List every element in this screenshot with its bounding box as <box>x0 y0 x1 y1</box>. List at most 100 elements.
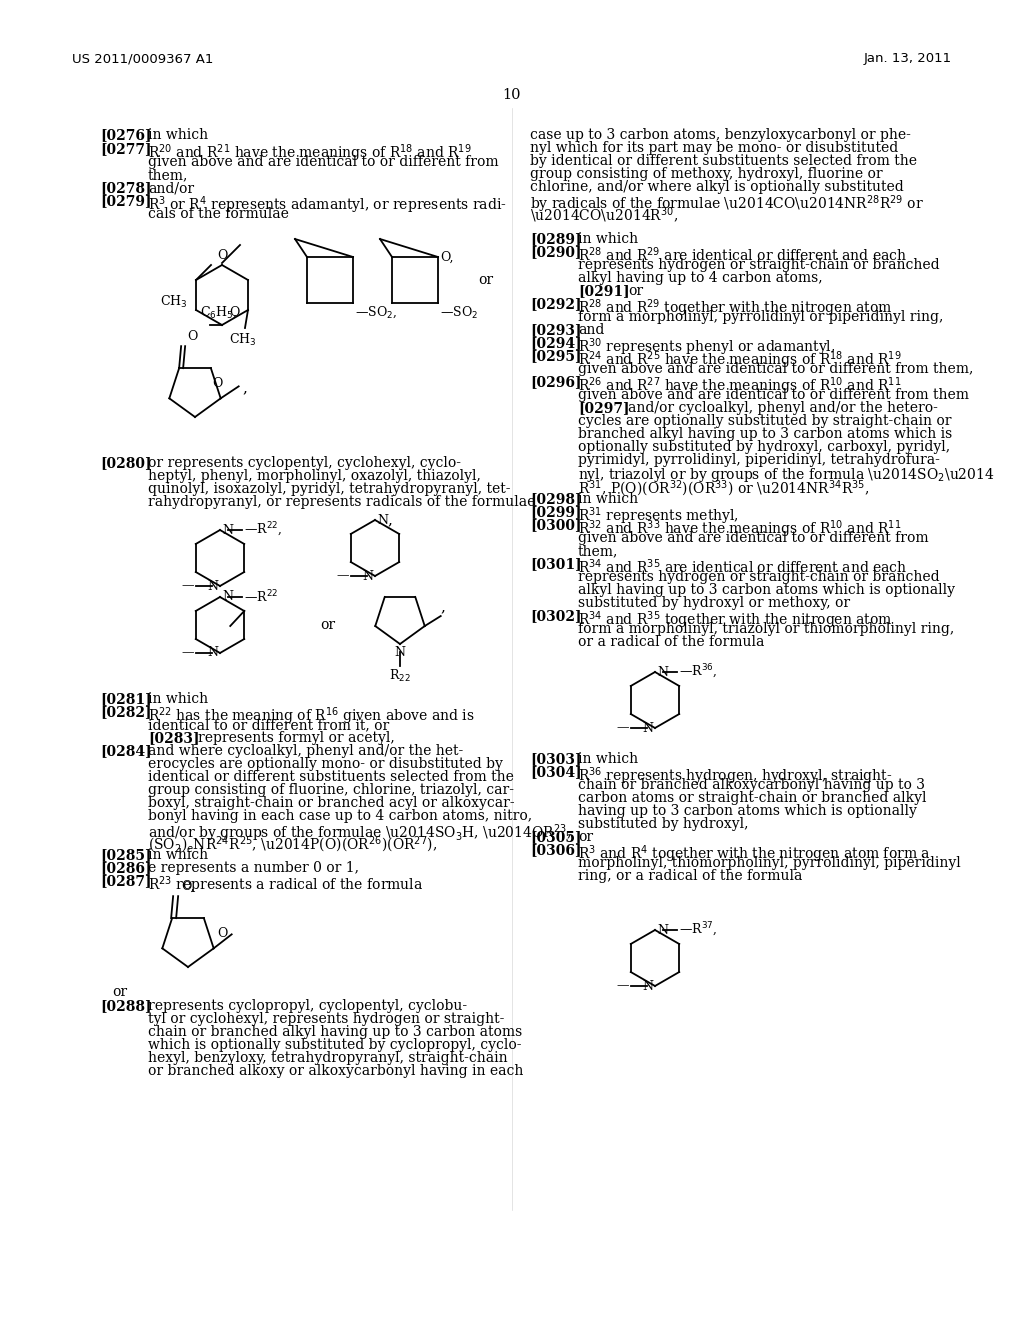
Text: —: — <box>181 647 194 660</box>
Text: or: or <box>628 284 643 298</box>
Text: identical or different substituents selected from the: identical or different substituents sele… <box>148 770 514 784</box>
Text: [0296]: [0296] <box>530 375 582 389</box>
Text: O,: O, <box>181 880 195 894</box>
Text: branched alkyl having up to 3 carbon atoms which is: branched alkyl having up to 3 carbon ato… <box>578 426 952 441</box>
Text: R$^{31}$ represents methyl,: R$^{31}$ represents methyl, <box>578 506 739 527</box>
Text: O: O <box>218 927 228 940</box>
Text: [0306]: [0306] <box>530 843 582 857</box>
Text: and where cycloalkyl, phenyl and/or the het-: and where cycloalkyl, phenyl and/or the … <box>148 744 463 758</box>
Text: which is optionally substituted by cyclopropyl, cyclo-: which is optionally substituted by cyclo… <box>148 1038 521 1052</box>
Text: R$^{28}$ and R$^{29}$ are identical or different and each: R$^{28}$ and R$^{29}$ are identical or d… <box>578 246 907 264</box>
Text: identical to or different from it, or: identical to or different from it, or <box>148 718 389 733</box>
Text: N: N <box>657 665 668 678</box>
Text: erocycles are optionally mono- or disubstituted by: erocycles are optionally mono- or disubs… <box>148 756 503 771</box>
Text: [0288]: [0288] <box>100 999 152 1012</box>
Text: ring, or a radical of the formula: ring, or a radical of the formula <box>578 869 803 883</box>
Text: or: or <box>578 830 593 843</box>
Text: [0280]: [0280] <box>100 455 152 470</box>
Text: N: N <box>642 979 653 993</box>
Text: hexyl, benzyloxy, tetrahydropyranyl, straight-chain: hexyl, benzyloxy, tetrahydropyranyl, str… <box>148 1051 508 1065</box>
Text: [0287]: [0287] <box>100 874 152 888</box>
Text: rahydropyranyl, or represents radicals of the formulae: rahydropyranyl, or represents radicals o… <box>148 495 536 510</box>
Text: R$^{28}$ and R$^{29}$ together with the nitrogen atom: R$^{28}$ and R$^{29}$ together with the … <box>578 297 893 318</box>
Text: —: — <box>616 979 629 993</box>
Text: R$^{22}$ has the meaning of R$^{16}$ given above and is: R$^{22}$ has the meaning of R$^{16}$ giv… <box>148 705 474 726</box>
Text: [0299]: [0299] <box>530 506 582 519</box>
Text: heptyl, phenyl, morpholinyl, oxazolyl, thiazolyl,: heptyl, phenyl, morpholinyl, oxazolyl, t… <box>148 469 481 483</box>
Text: [0301]: [0301] <box>530 557 582 572</box>
Text: [0293]: [0293] <box>530 323 582 337</box>
Text: [0302]: [0302] <box>530 609 582 623</box>
Text: R$^{23}$ represents a radical of the formula: R$^{23}$ represents a radical of the for… <box>148 874 423 895</box>
Text: in which: in which <box>148 692 208 706</box>
Text: R$^{36}$ represents hydrogen, hydroxyl, straight-: R$^{36}$ represents hydrogen, hydroxyl, … <box>578 766 892 787</box>
Text: R$^{3}$ and R$^{4}$ together with the nitrogen atom form a: R$^{3}$ and R$^{4}$ together with the ni… <box>578 843 931 865</box>
Text: [0277]: [0277] <box>100 143 152 156</box>
Text: given above and are identical to or different from them,: given above and are identical to or diff… <box>578 362 974 376</box>
Text: chain or branched alkyl having up to 3 carbon atoms: chain or branched alkyl having up to 3 c… <box>148 1026 522 1039</box>
Text: ,: , <box>440 601 445 614</box>
Text: or: or <box>112 985 127 999</box>
Text: in which: in which <box>148 847 208 862</box>
Text: in which: in which <box>578 492 638 506</box>
Text: form a morpholinyl, pyrrolidinyl or piperidinyl ring,: form a morpholinyl, pyrrolidinyl or pipe… <box>578 310 943 323</box>
Text: R$^{34}$ and R$^{35}$ together with the nitrogen atom: R$^{34}$ and R$^{35}$ together with the … <box>578 609 893 631</box>
Text: —: — <box>181 579 194 593</box>
Text: —: — <box>616 722 629 734</box>
Text: e represents a number 0 or 1,: e represents a number 0 or 1, <box>148 861 359 875</box>
Text: (SO$_2$)$_e$NR$^{24}$R$^{25}$, \u2014P(O)(OR$^{26}$)(OR$^{27}$),: (SO$_2$)$_e$NR$^{24}$R$^{25}$, \u2014P(O… <box>148 836 437 855</box>
Text: in which: in which <box>578 232 638 246</box>
Text: R$_{22}$: R$_{22}$ <box>389 668 411 684</box>
Text: [0290]: [0290] <box>530 246 582 259</box>
Text: CH$_3$: CH$_3$ <box>160 294 187 310</box>
Text: or: or <box>478 273 494 286</box>
Text: R$^{3}$ or R$^{4}$ represents adamantyl, or represents radi-: R$^{3}$ or R$^{4}$ represents adamantyl,… <box>148 194 507 215</box>
Text: cycles are optionally substituted by straight-chain or: cycles are optionally substituted by str… <box>578 414 951 428</box>
Text: —R$^{37}$,: —R$^{37}$, <box>679 921 717 939</box>
Text: ,: , <box>243 381 248 396</box>
Text: group consisting of fluorine, chlorine, triazolyl, car-: group consisting of fluorine, chlorine, … <box>148 783 514 797</box>
Text: and: and <box>578 323 604 337</box>
Text: or a radical of the formula: or a radical of the formula <box>578 635 764 649</box>
Text: R$^{26}$ and R$^{27}$ have the meanings of R$^{10}$ and R$^{11}$: R$^{26}$ and R$^{27}$ have the meanings … <box>578 375 901 396</box>
Text: —SO$_2$: —SO$_2$ <box>440 305 478 321</box>
Text: [0289]: [0289] <box>530 232 582 246</box>
Text: chain or branched alkoxycarbonyl having up to 3: chain or branched alkoxycarbonyl having … <box>578 777 925 792</box>
Text: [0305]: [0305] <box>530 830 582 843</box>
Text: [0281]: [0281] <box>100 692 152 706</box>
Text: N: N <box>222 524 233 536</box>
Text: [0291]: [0291] <box>578 284 630 298</box>
Text: pyrimidyl, pyrrolidinyl, piperidinyl, tetrahydrofura-: pyrimidyl, pyrrolidinyl, piperidinyl, te… <box>578 453 940 467</box>
Text: [0295]: [0295] <box>530 348 582 363</box>
Text: by identical or different substituents selected from the: by identical or different substituents s… <box>530 154 918 168</box>
Text: N: N <box>642 722 653 734</box>
Text: them,: them, <box>578 544 618 558</box>
Text: R$^{24}$ and R$^{25}$ have the meanings of R$^{18}$ and R$^{19}$: R$^{24}$ and R$^{25}$ have the meanings … <box>578 348 901 371</box>
Text: or represents cyclopentyl, cyclohexyl, cyclo-: or represents cyclopentyl, cyclohexyl, c… <box>148 455 461 470</box>
Text: [0303]: [0303] <box>530 752 582 766</box>
Text: or: or <box>319 618 335 632</box>
Text: N: N <box>207 647 218 660</box>
Text: [0276]: [0276] <box>100 128 152 143</box>
Text: N: N <box>657 924 668 936</box>
Text: R$^{30}$ represents phenyl or adamantyl,: R$^{30}$ represents phenyl or adamantyl, <box>578 337 836 358</box>
Text: bonyl having in each case up to 4 carbon atoms, nitro,: bonyl having in each case up to 4 carbon… <box>148 809 532 822</box>
Text: N: N <box>394 645 406 659</box>
Text: Jan. 13, 2011: Jan. 13, 2011 <box>864 51 952 65</box>
Text: [0297]: [0297] <box>578 401 630 414</box>
Text: N: N <box>377 513 388 527</box>
Text: morpholinyl, thiomorpholinyl, pyrrolidinyl, piperidinyl: morpholinyl, thiomorpholinyl, pyrrolidin… <box>578 855 961 870</box>
Text: R$^{32}$ and R$^{33}$ have the meanings of R$^{10}$ and R$^{11}$: R$^{32}$ and R$^{33}$ have the meanings … <box>578 517 901 540</box>
Text: group consisting of methoxy, hydroxyl, fluorine or: group consisting of methoxy, hydroxyl, f… <box>530 168 883 181</box>
Text: represents cyclopropyl, cyclopentyl, cyclobu-: represents cyclopropyl, cyclopentyl, cyc… <box>148 999 467 1012</box>
Text: —R$^{22}$: —R$^{22}$ <box>244 589 279 606</box>
Text: O,: O, <box>440 251 454 264</box>
Text: —: — <box>337 569 349 582</box>
Text: CH$_3$: CH$_3$ <box>229 333 257 348</box>
Text: optionally substituted by hydroxyl, carboxyl, pyridyl,: optionally substituted by hydroxyl, carb… <box>578 440 950 454</box>
Text: [0292]: [0292] <box>530 297 582 312</box>
Text: in which: in which <box>148 128 208 143</box>
Text: them,: them, <box>148 168 188 182</box>
Text: quinolyl, isoxazolyl, pyridyl, tetrahydropyranyl, tet-: quinolyl, isoxazolyl, pyridyl, tetrahydr… <box>148 482 511 496</box>
Text: having up to 3 carbon atoms which is optionally: having up to 3 carbon atoms which is opt… <box>578 804 916 818</box>
